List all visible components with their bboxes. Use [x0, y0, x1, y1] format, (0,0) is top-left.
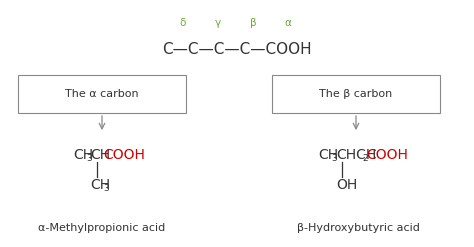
Text: CH: CH	[73, 148, 93, 162]
Text: The β carbon: The β carbon	[319, 89, 392, 99]
Text: CH: CH	[91, 178, 111, 192]
Text: The α carbon: The α carbon	[65, 89, 139, 99]
Text: C—C—C—C—COOH: C—C—C—C—COOH	[162, 42, 312, 57]
Text: 2: 2	[362, 153, 368, 163]
Text: β-Hydroxybutyric acid: β-Hydroxybutyric acid	[297, 223, 419, 233]
Bar	[18, 75, 186, 113]
Text: CH: CH	[91, 148, 111, 162]
Bar	[272, 75, 440, 113]
Text: α: α	[284, 18, 292, 28]
Text: COOH: COOH	[366, 148, 409, 162]
Text: OH: OH	[336, 178, 357, 192]
Text: δ: δ	[180, 18, 186, 28]
Text: CH: CH	[319, 148, 338, 162]
Text: 3: 3	[331, 153, 337, 163]
Text: γ: γ	[215, 18, 221, 28]
Text: 3: 3	[104, 184, 109, 192]
Text: CHCH: CHCH	[336, 148, 376, 162]
Text: COOH: COOH	[104, 148, 146, 162]
Text: 3: 3	[86, 153, 92, 163]
Text: α-Methylpropionic acid: α-Methylpropionic acid	[38, 223, 165, 233]
Text: β: β	[250, 18, 256, 28]
